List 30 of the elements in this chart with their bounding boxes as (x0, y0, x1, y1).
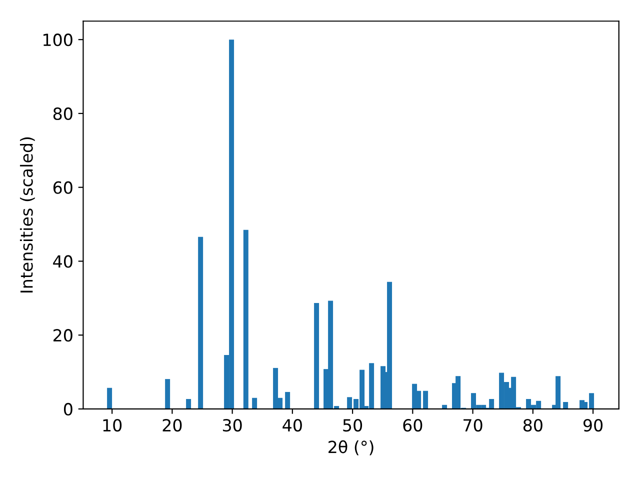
y-tick-label: 60 (53, 181, 72, 194)
y-tick-label: 100 (43, 34, 72, 46)
bar (107, 388, 112, 409)
bar (243, 230, 248, 409)
x-tick-label: 10 (103, 418, 122, 432)
x-tick-label: 60 (403, 418, 422, 432)
bar (186, 398, 192, 409)
bar (252, 398, 258, 409)
bar (423, 390, 428, 409)
y-tick-label: 80 (53, 107, 72, 120)
y-tick-label: 20 (53, 329, 72, 342)
x-tick-label: 80 (523, 418, 542, 432)
bar (489, 398, 494, 409)
y-axis-title: Intensities (scaled) (20, 137, 35, 292)
bar (273, 368, 278, 409)
y-tick-label: 0 (64, 402, 72, 416)
x-tick-label: 90 (583, 418, 603, 432)
bar (314, 302, 320, 409)
bar (285, 392, 290, 409)
y-tick-label: 40 (53, 255, 72, 268)
x-tick-label: 50 (343, 418, 362, 432)
x-tick-label: 40 (282, 418, 302, 432)
bar (165, 379, 170, 409)
bar (198, 236, 204, 409)
x-tick-label: 30 (222, 418, 242, 432)
x-axis-title: 2θ (°) (328, 440, 374, 456)
bar (556, 376, 561, 409)
x-tick-label: 20 (162, 418, 182, 432)
x-tick-label: 70 (464, 418, 482, 432)
bar (563, 402, 568, 409)
